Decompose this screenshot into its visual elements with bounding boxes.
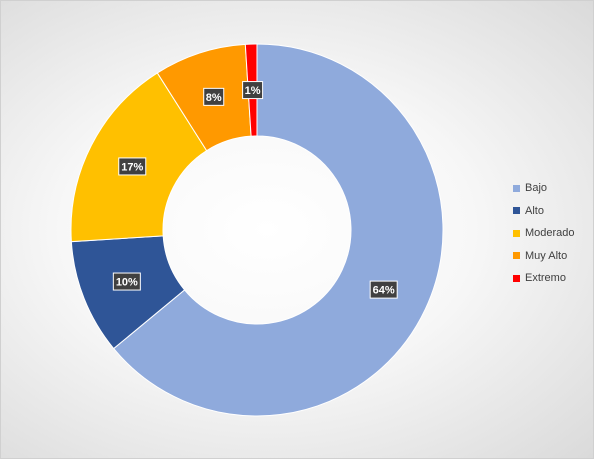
legend-label-extremo: Extremo [525, 272, 566, 285]
legend-label-alto: Alto [525, 204, 544, 217]
data-label-extremo: 1% [245, 85, 261, 97]
legend-label-muy-alto: Muy Alto [525, 249, 568, 262]
data-label-moderado: 17% [121, 161, 143, 173]
legend: Bajo Alto Moderado Muy Alto Extremo [513, 177, 575, 290]
data-label-box-bajo [369, 280, 398, 299]
data-label-box-muy-alto [203, 87, 225, 106]
legend-swatch-moderado [513, 229, 520, 237]
legend-item-alto: Alto [513, 200, 575, 223]
legend-item-bajo: Bajo [513, 177, 575, 200]
legend-item-moderado: Moderado [513, 222, 575, 245]
data-label-alto: 10% [116, 277, 138, 289]
slice-moderado [70, 72, 208, 243]
data-label-bajo: 64% [373, 285, 395, 297]
slice-bajo [112, 43, 444, 417]
data-label-box-alto [112, 272, 141, 291]
legend-swatch-extremo [513, 274, 520, 282]
data-label-box-extremo [242, 81, 264, 100]
legend-item-extremo: Extremo [513, 267, 575, 290]
legend-swatch-alto [513, 207, 520, 215]
data-label-box-moderado [118, 157, 147, 176]
data-label-muy-alto: 8% [206, 92, 222, 104]
legend-label-moderado: Moderado [525, 227, 575, 240]
legend-label-bajo: Bajo [525, 182, 548, 195]
legend-item-muy-alto: Muy Alto [513, 245, 575, 268]
legend-swatch-muy-alto [513, 252, 520, 260]
legend-swatch-bajo [513, 184, 520, 192]
